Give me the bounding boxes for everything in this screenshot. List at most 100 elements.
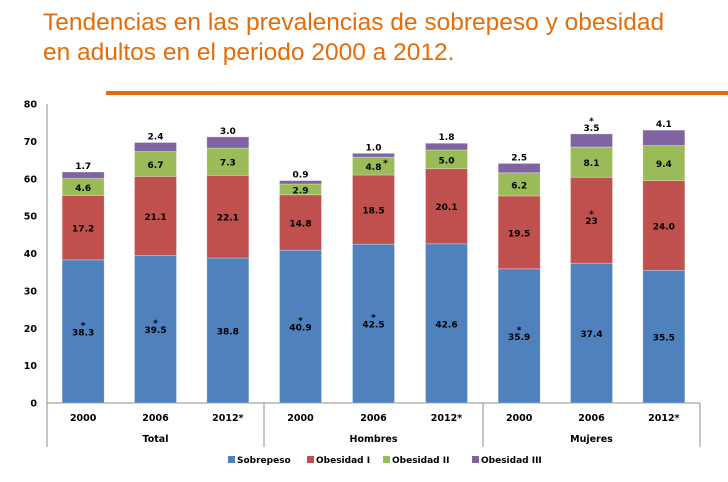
bar-segment-obesidad-iii bbox=[279, 180, 322, 185]
data-label-obesidad-i: 22.1 bbox=[217, 214, 239, 224]
bar-segment-obesidad-iii bbox=[206, 136, 250, 149]
legend-swatch-obesidad-i bbox=[307, 456, 314, 463]
significance-asterisk: * bbox=[517, 326, 522, 336]
bar-segment-sobrepeso bbox=[279, 249, 322, 404]
y-tick-label: 10 bbox=[24, 361, 38, 372]
bar-segment-obesidad-i bbox=[352, 174, 395, 245]
data-label-obesidad-ii: 5.0 bbox=[439, 156, 455, 166]
bar-segment-obesidad-ii bbox=[134, 151, 177, 177]
data-label-sobrepeso: 38.3 bbox=[72, 328, 94, 338]
x-category-label: 2006 bbox=[360, 413, 387, 424]
x-category-label: 2006 bbox=[578, 413, 605, 424]
y-tick-label: 30 bbox=[24, 286, 38, 297]
y-tick-label: 50 bbox=[24, 212, 38, 223]
y-tick-label: 70 bbox=[24, 137, 38, 148]
bar-segment-obesidad-iii bbox=[134, 142, 177, 152]
data-label-sobrepeso: 38.8 bbox=[217, 327, 239, 337]
y-tick-label: 40 bbox=[24, 249, 38, 260]
data-label-obesidad-iii: 2.5 bbox=[511, 153, 527, 163]
data-label-obesidad-ii: 4.6 bbox=[75, 184, 91, 194]
bar-segment-obesidad-iii bbox=[61, 171, 105, 179]
data-label-obesidad-i: 21.1 bbox=[144, 213, 166, 223]
data-label-sobrepeso: 42.6 bbox=[435, 320, 457, 330]
legend-swatch-obesidad-iii bbox=[472, 456, 479, 463]
bar-segment-sobrepeso bbox=[497, 268, 541, 404]
x-category-label: 2012* bbox=[431, 413, 462, 424]
bar-segment-sobrepeso bbox=[134, 254, 177, 404]
data-label-obesidad-ii: 8.1 bbox=[584, 159, 600, 169]
data-label-obesidad-ii: 7.3 bbox=[220, 159, 236, 169]
legend-swatch-sobrepeso bbox=[228, 456, 235, 463]
data-label-obesidad-ii: 4.8 bbox=[366, 163, 382, 173]
data-label-obesidad-i: 20.1 bbox=[435, 203, 457, 213]
title-underline-rule bbox=[106, 91, 728, 95]
x-category-label: 2012* bbox=[648, 413, 679, 424]
y-tick-label: 80 bbox=[24, 100, 38, 111]
bar-segment-sobrepeso bbox=[425, 243, 468, 404]
data-label-obesidad-iii: 1.8 bbox=[439, 133, 455, 143]
y-tick-label: 0 bbox=[30, 399, 37, 410]
significance-asterisk: * bbox=[153, 319, 158, 329]
bar-segment-obesidad-i bbox=[134, 176, 177, 256]
title-line-1: Tendencias en las prevalencias de sobrep… bbox=[43, 9, 665, 36]
x-category-label: 2012* bbox=[212, 413, 243, 424]
data-label-obesidad-iii: 4.1 bbox=[656, 120, 672, 130]
significance-asterisk: * bbox=[298, 317, 303, 327]
bar-segment-obesidad-iii bbox=[570, 133, 613, 148]
bar-segment-obesidad-ii bbox=[206, 147, 250, 176]
data-label-sobrepeso: 35.5 bbox=[653, 334, 675, 344]
data-label-sobrepeso: 35.9 bbox=[508, 333, 530, 343]
data-label-sobrepeso: 40.9 bbox=[289, 324, 311, 334]
bar-segment-obesidad-ii bbox=[425, 149, 468, 170]
bar-segment-obesidad-iii bbox=[497, 163, 541, 174]
significance-asterisk: * bbox=[81, 321, 86, 331]
bar-segment-sobrepeso bbox=[352, 243, 395, 404]
bar-segment-sobrepeso bbox=[642, 269, 686, 404]
legend-label: Obesidad II bbox=[392, 456, 449, 466]
y-tick-label: 20 bbox=[24, 324, 38, 335]
bar-segment-obesidad-i bbox=[61, 195, 105, 261]
legend-label: Sobrepeso bbox=[237, 456, 291, 466]
data-label-sobrepeso: 39.5 bbox=[144, 326, 166, 336]
data-label-obesidad-i: 17.2 bbox=[72, 225, 94, 235]
significance-asterisk: * bbox=[371, 314, 376, 324]
title-line-2: en adultos en el periodo 2000 a 2012. bbox=[43, 39, 455, 66]
bar-segment-sobrepeso bbox=[206, 257, 250, 404]
data-label-obesidad-iii: 3.5 bbox=[584, 124, 600, 134]
data-label-obesidad-i: 19.5 bbox=[508, 229, 530, 239]
data-label-obesidad-iii: 3.0 bbox=[220, 127, 236, 137]
data-label-sobrepeso: 42.5 bbox=[362, 321, 384, 331]
data-label-obesidad-iii: 1.0 bbox=[366, 143, 382, 153]
bar-segment-obesidad-i bbox=[279, 194, 322, 251]
y-tick-label: 60 bbox=[24, 174, 38, 185]
x-group-label: Hombres bbox=[350, 434, 398, 445]
x-category-label: 2000 bbox=[287, 413, 314, 424]
data-label-obesidad-i: 18.5 bbox=[362, 207, 384, 217]
data-label-obesidad-i: 14.8 bbox=[289, 219, 311, 229]
data-label-obesidad-ii: 9.4 bbox=[656, 160, 672, 170]
x-category-label: 2000 bbox=[506, 413, 533, 424]
significance-asterisk: * bbox=[383, 159, 388, 169]
bar-segment-sobrepeso bbox=[570, 262, 613, 404]
legend-label: Obesidad III bbox=[481, 456, 542, 466]
bar-segment-obesidad-iii bbox=[642, 129, 686, 146]
data-label-sobrepeso: 37.4 bbox=[580, 330, 602, 340]
data-label-obesidad-iii: 1.7 bbox=[75, 162, 91, 172]
bar-segment-obesidad-i bbox=[570, 176, 613, 264]
x-category-label: 2000 bbox=[70, 413, 97, 424]
data-label-obesidad-i: 24.0 bbox=[653, 222, 675, 232]
bar-segment-obesidad-ii bbox=[570, 146, 613, 178]
bar-segment-obesidad-i bbox=[642, 180, 686, 271]
bar-segment-obesidad-iii bbox=[352, 152, 395, 158]
data-label-obesidad-ii: 2.9 bbox=[293, 186, 309, 196]
x-group-label: Mujeres bbox=[570, 434, 613, 445]
bar-segment-obesidad-i bbox=[425, 168, 468, 245]
significance-asterisk: * bbox=[589, 117, 594, 127]
legend-swatch-obesidad-ii bbox=[383, 456, 390, 463]
slide-title: Tendencias en las prevalencias de sobrep… bbox=[43, 8, 664, 68]
data-label-obesidad-iii: 2.4 bbox=[148, 132, 164, 142]
data-label-obesidad-ii: 6.7 bbox=[148, 161, 164, 171]
data-label-obesidad-i: 23 bbox=[585, 217, 598, 227]
x-category-label: 2006 bbox=[142, 413, 169, 424]
